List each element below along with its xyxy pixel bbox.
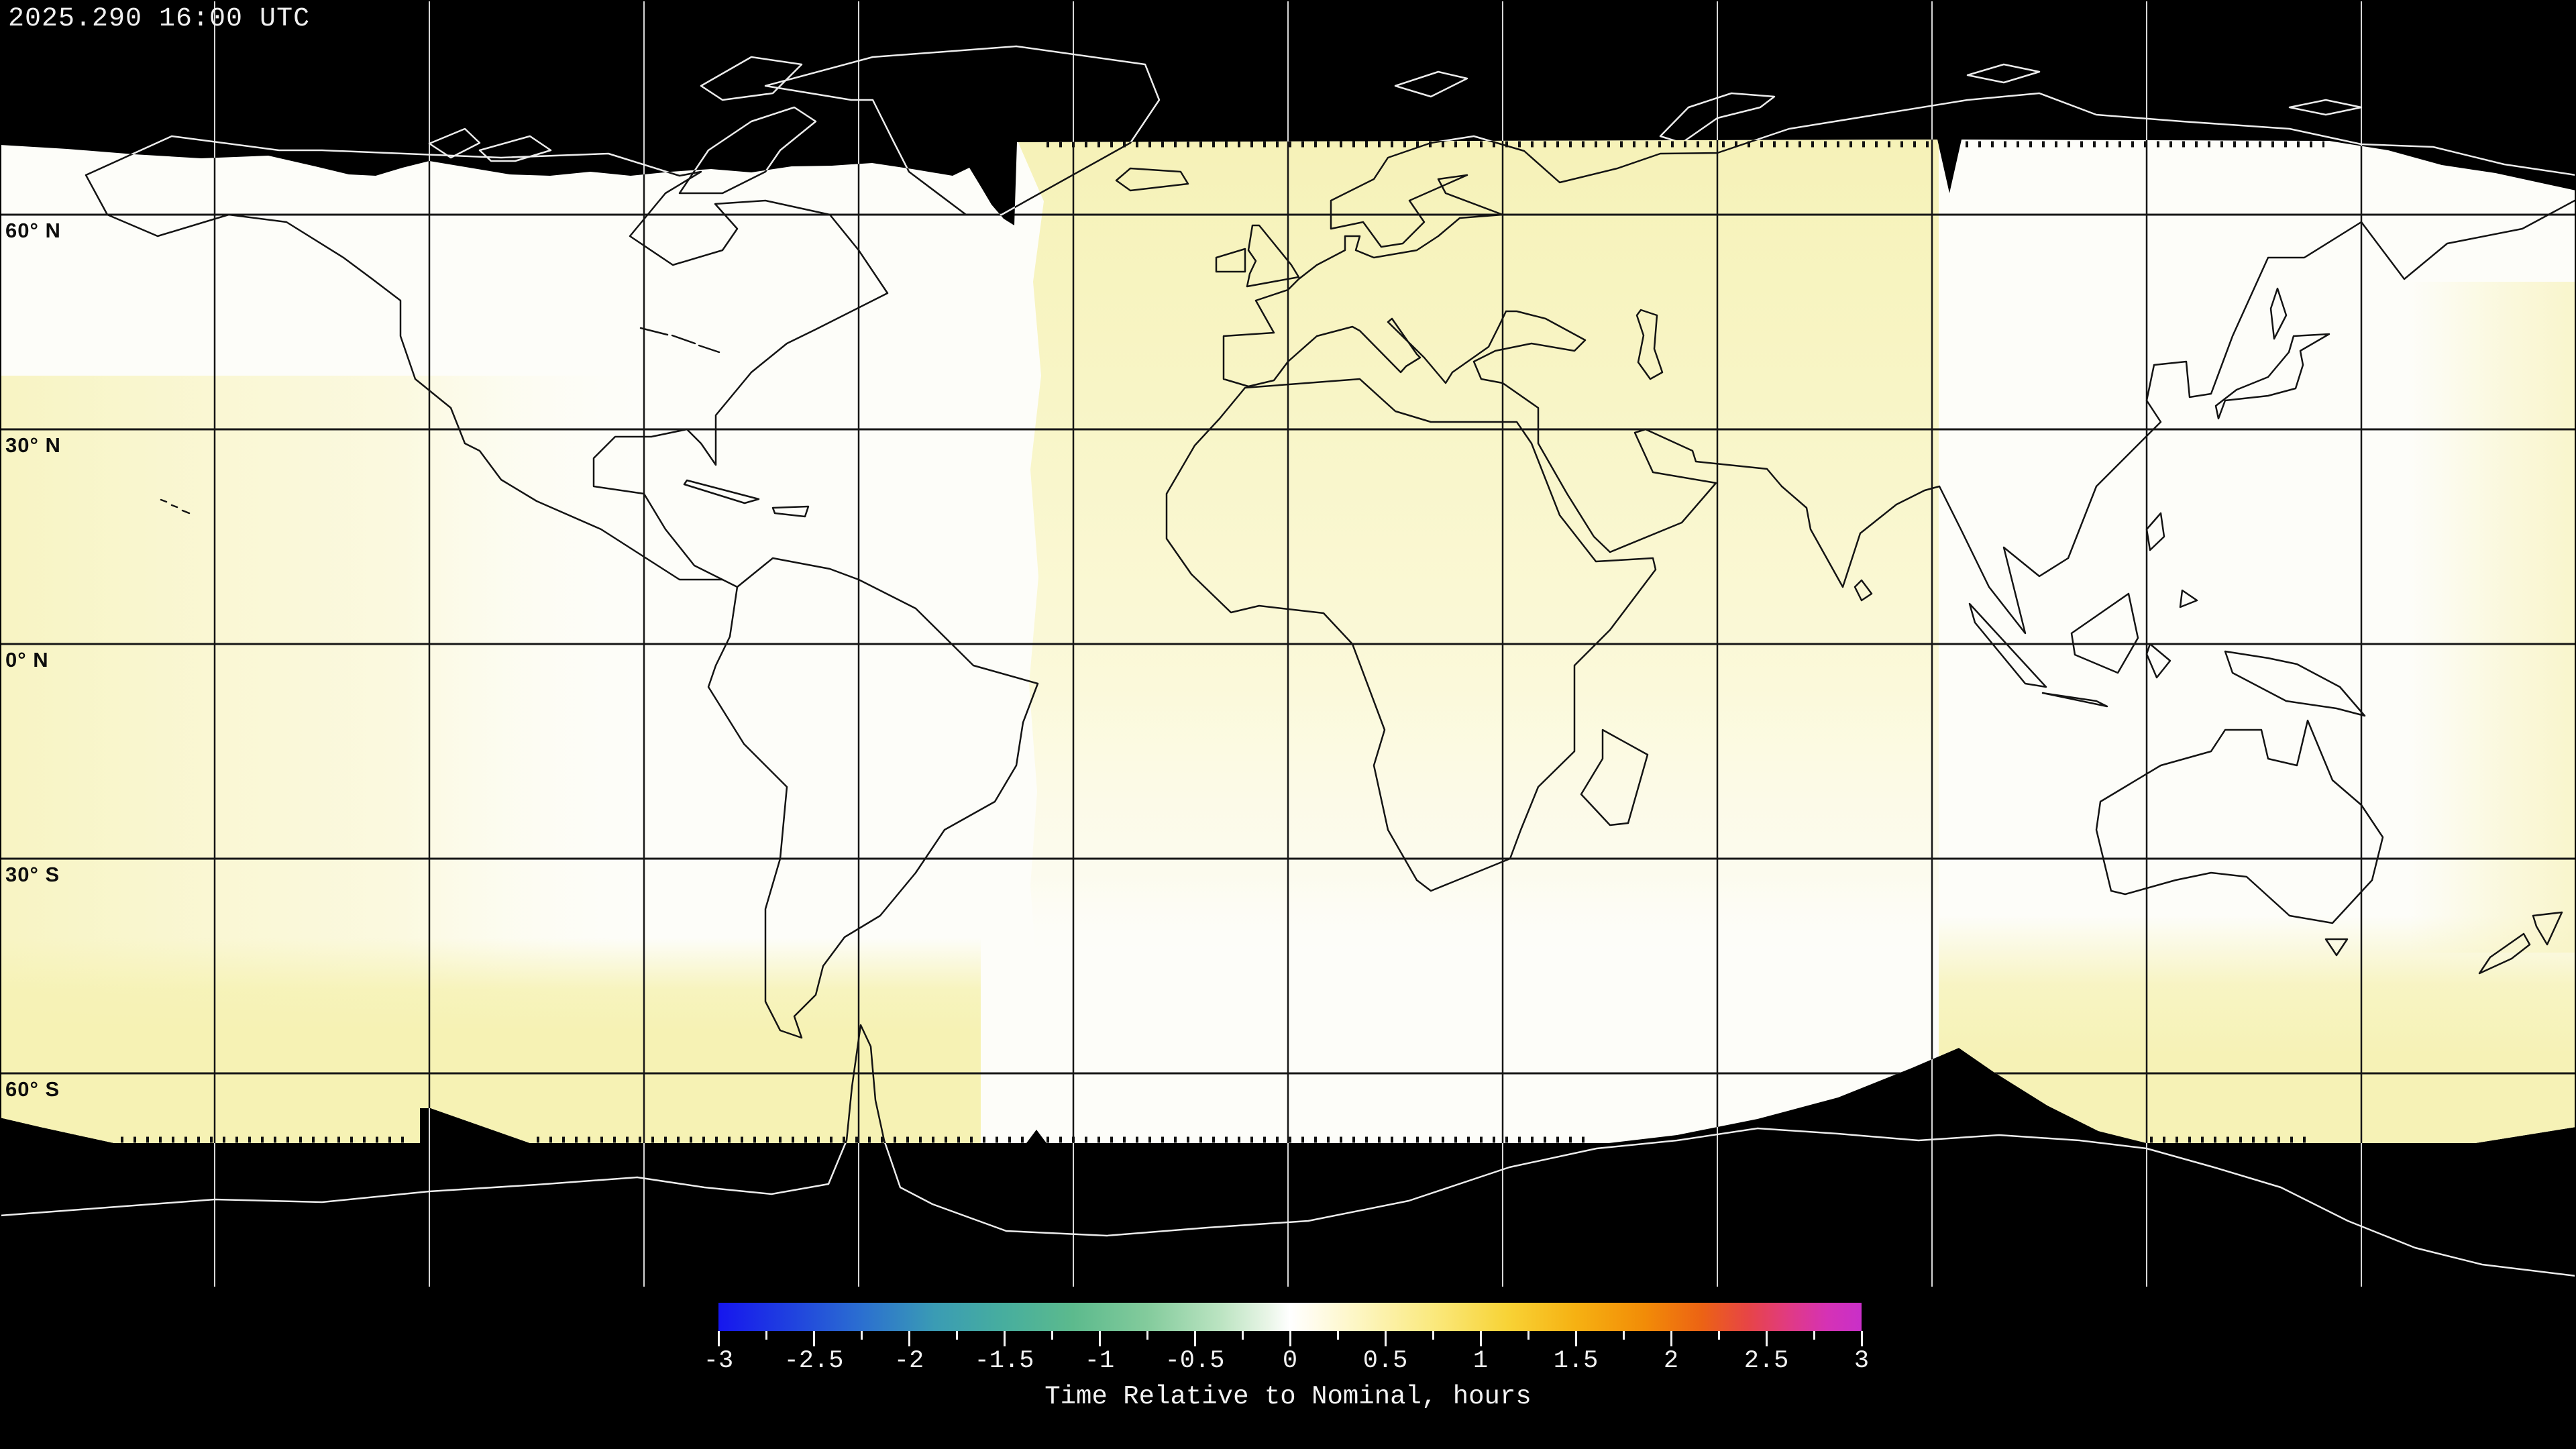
colorbar-major-ticks — [718, 1331, 1863, 1346]
lat-label-0n: 0° N — [5, 648, 49, 672]
timestamp: 2025.290 16:00 UTC — [8, 4, 311, 34]
lat-label-30s: 30° S — [5, 863, 60, 886]
colorbar-tick-label: -3 — [703, 1347, 734, 1375]
colorbar-gradient — [718, 1303, 1862, 1331]
colorbar-tick-label: -2.5 — [784, 1347, 844, 1375]
colorbar-tick-label: 0 — [1282, 1347, 1298, 1375]
map-frame — [0, 0, 2576, 1288]
lat-label-30n: 30° N — [5, 433, 61, 457]
world-map — [0, 0, 2576, 1288]
colorbar-title: Time Relative to Nominal, hours — [1044, 1382, 1532, 1411]
swath-tints — [0, 140, 2576, 1143]
colorbar-tick-label: -1 — [1084, 1347, 1115, 1375]
colorbar-tick-label: 2.5 — [1743, 1347, 1789, 1375]
lat-label-60s: 60° S — [5, 1077, 60, 1101]
colorbar-tick-label: 2 — [1663, 1347, 1679, 1375]
colorbar-tick-label: 1.5 — [1553, 1347, 1599, 1375]
swath-edge-dashes — [121, 141, 2324, 1143]
colorbar-tick-label: 1 — [1472, 1347, 1489, 1375]
graticule-data — [0, 140, 2576, 1143]
colorbar-tick-label: 0.5 — [1362, 1347, 1408, 1375]
colorbar-tick-labels: -3 -2.5 -2 -1.5 -1 -0.5 0 0.5 1 1.5 2 2.… — [704, 1347, 1869, 1378]
colorbar-tick-label: -0.5 — [1165, 1347, 1225, 1375]
lat-label-60n: 60° N — [5, 219, 61, 242]
colorbar-tick-label: -2 — [894, 1347, 924, 1375]
colorbar-tick-label: 3 — [1854, 1347, 1870, 1375]
colorbar-tick-label: -1.5 — [974, 1347, 1034, 1375]
